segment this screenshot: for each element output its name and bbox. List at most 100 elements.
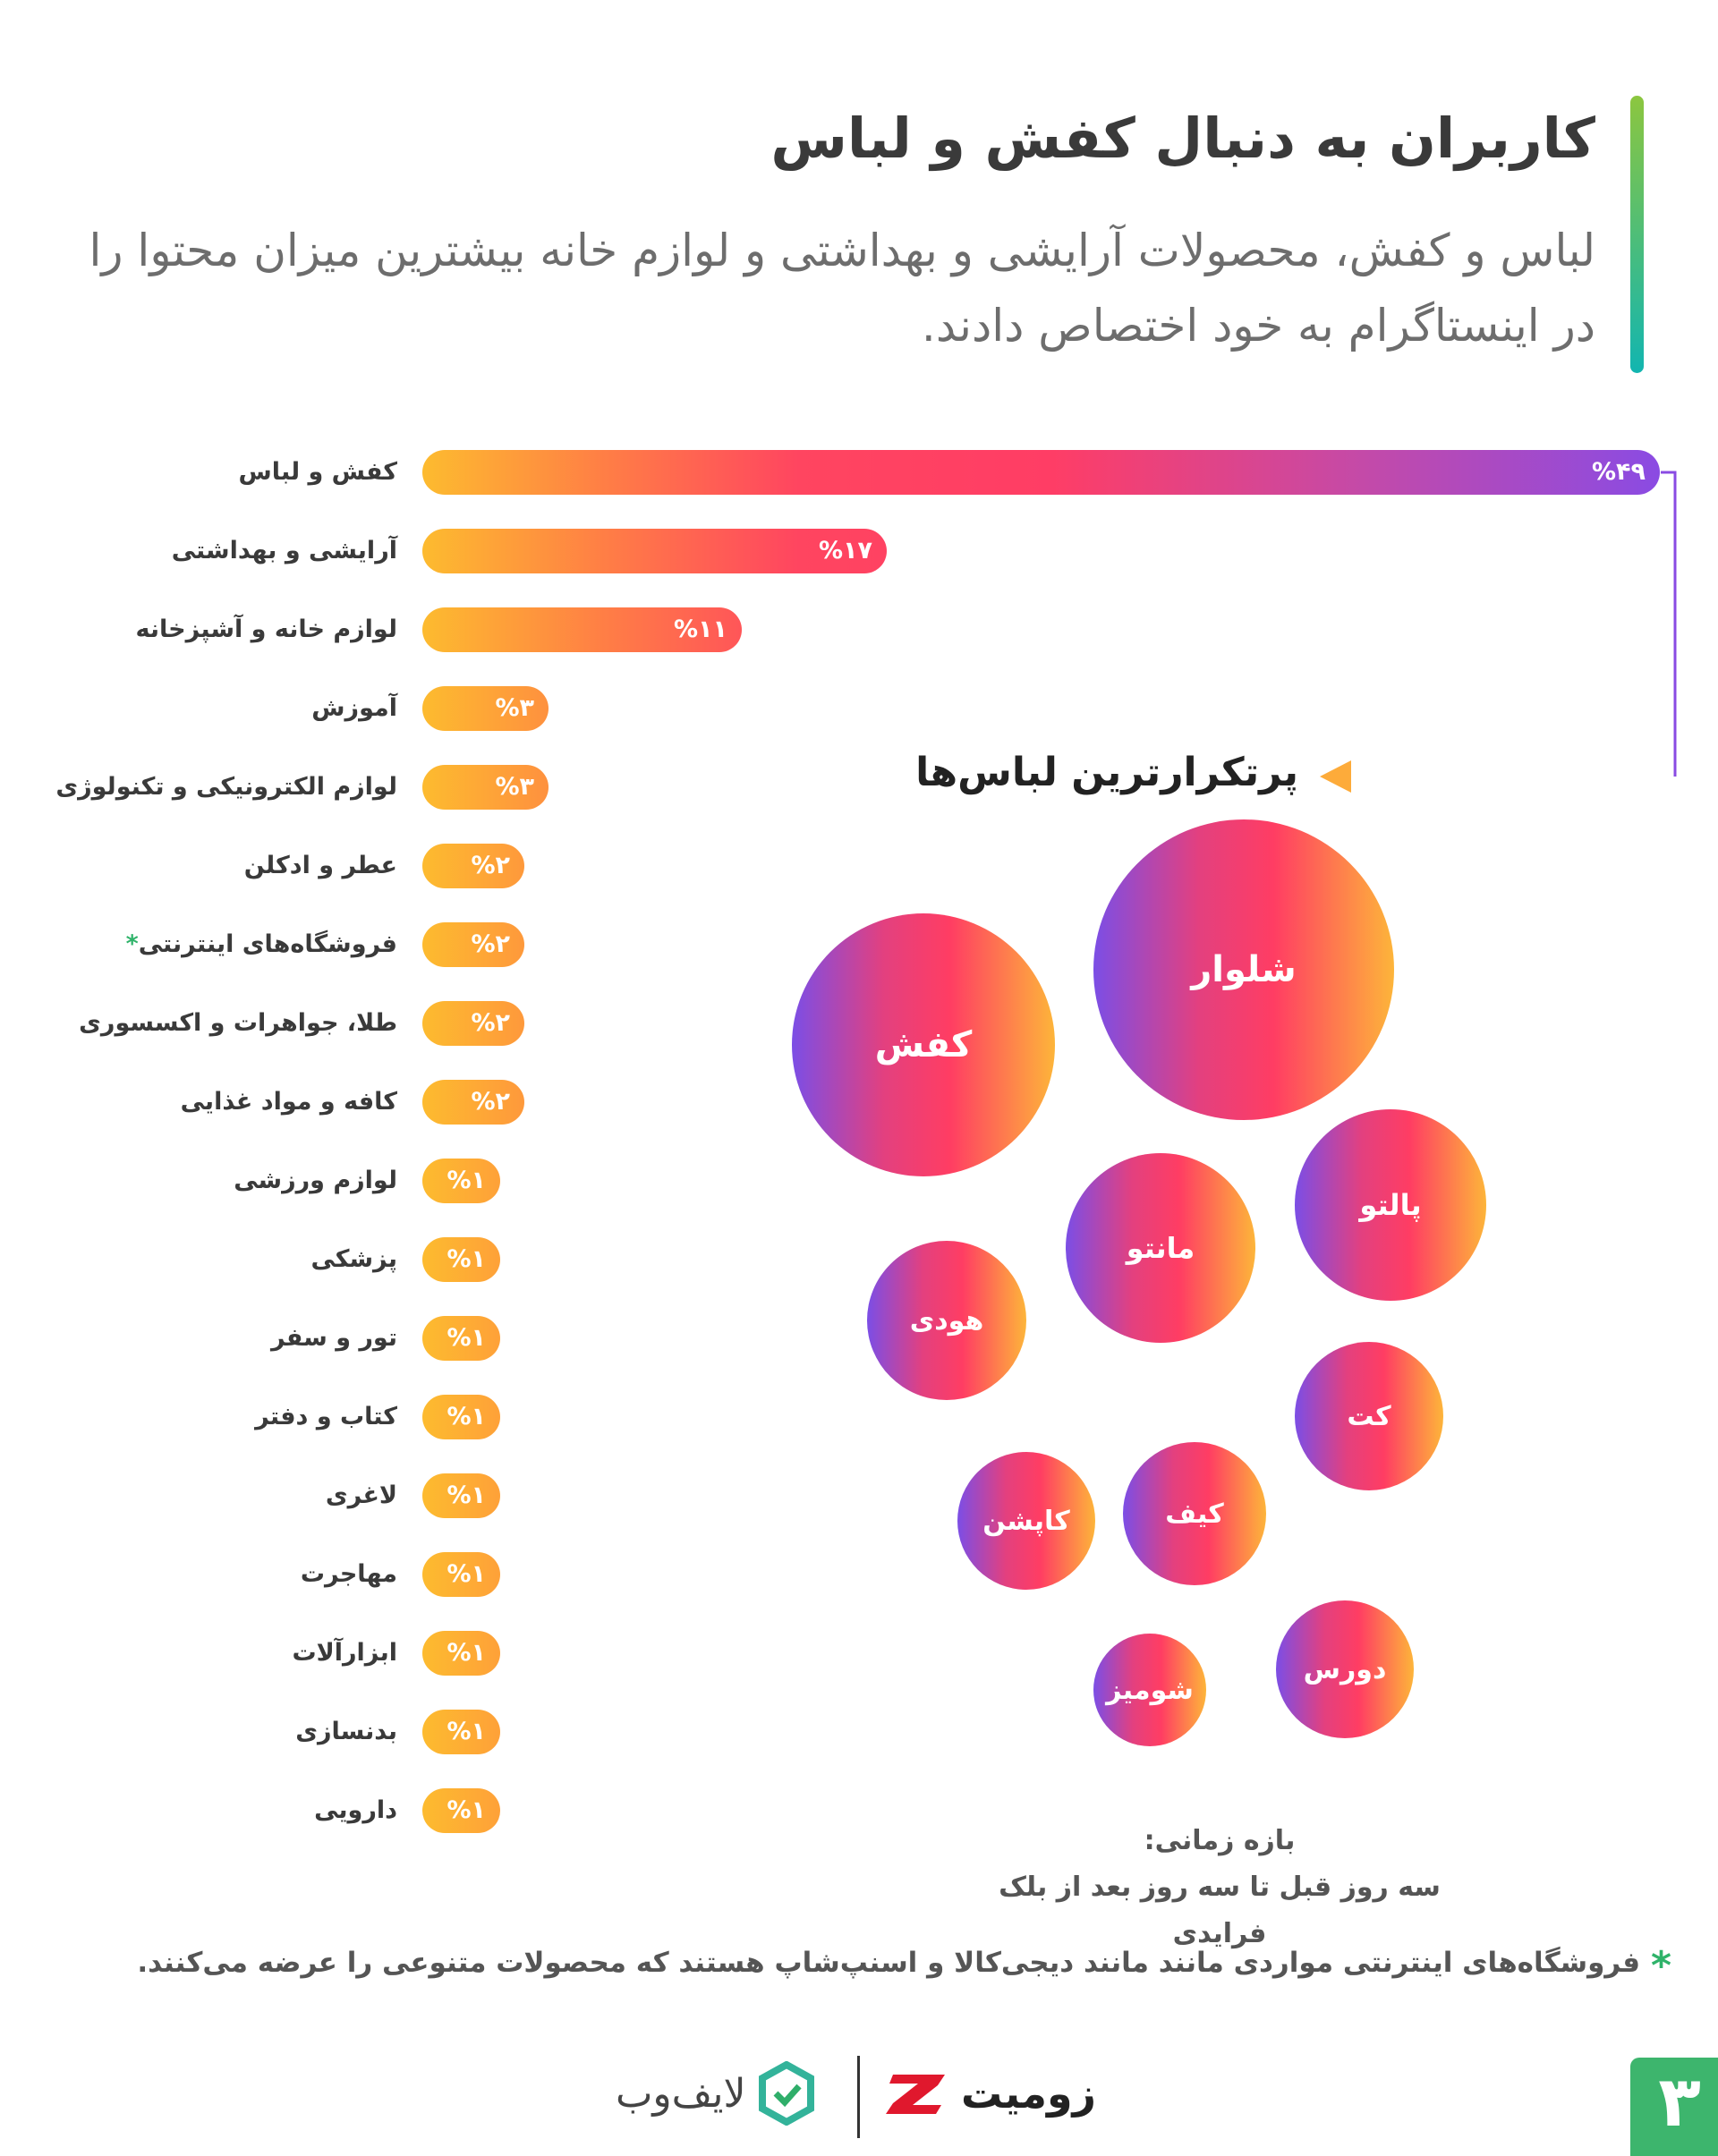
footnote: فروشگاه‌های اینترنتی مواردی مانند مانند … <box>137 1947 1640 1979</box>
bubble-label: کیف <box>1165 1498 1224 1530</box>
bar-label: کفش و لباس <box>238 458 397 486</box>
bar-value-label: %۲ <box>471 930 510 958</box>
bar: %۱ <box>422 1237 500 1282</box>
zoomit-logo-text: زومیت <box>961 2069 1097 2118</box>
bar-row: لوازم ورزشی %۱ <box>0 1159 1718 1203</box>
bar: %۱ <box>422 1710 500 1754</box>
bar: %۱ <box>422 1631 500 1676</box>
bar-value-label: %۱ <box>447 1481 486 1509</box>
bubble: کفش <box>792 913 1055 1176</box>
period-label: بازه زمانی: <box>1144 1825 1296 1856</box>
page-number: ۳ <box>1630 2058 1718 2156</box>
bar: %۱ <box>422 1473 500 1518</box>
bubble: هودی <box>867 1241 1026 1400</box>
bar-label: تور و سفر <box>271 1324 397 1352</box>
bar: %۱ <box>422 1159 500 1203</box>
bar-row: تور و سفر %۱ <box>0 1316 1718 1361</box>
bubble: دورس <box>1276 1600 1414 1738</box>
bar-value-label: %۱ <box>447 1403 486 1430</box>
bubble-label: شلوار <box>1191 949 1297 990</box>
bar-value-label: %۱ <box>447 1167 486 1194</box>
bar: %۱۱ <box>422 607 742 652</box>
bar-row: آرایشی و بهداشتی %۱۷ <box>0 529 1718 573</box>
bar-label: پزشکی <box>310 1245 397 1273</box>
bubble-label: کت <box>1347 1400 1391 1432</box>
period-value: سه روز قبل تا سه روز بعد از بلک فرایدی <box>999 1872 1441 1949</box>
lifeweb-hexagon-check-icon <box>758 2061 814 2126</box>
bubble: کیف <box>1123 1442 1266 1585</box>
bar-row: لوازم خانه و آشپزخانه %۱۱ <box>0 607 1718 652</box>
bar-row: کتاب و دفتر %۱ <box>0 1395 1718 1439</box>
bar-row: مهاجرت %۱ <box>0 1552 1718 1597</box>
bar-label: آموزش <box>311 694 397 722</box>
bar-value-label: %۱۱ <box>673 615 727 643</box>
bar-row: دارویی %۱ <box>0 1788 1718 1833</box>
bubble: شلوار <box>1093 819 1394 1120</box>
bar-label: طلا، جواهرات و اکسسوری <box>79 1009 397 1037</box>
bar-value-label: %۲ <box>471 1009 510 1037</box>
bar: %۱ <box>422 1788 500 1833</box>
logo-divider <box>857 2056 860 2138</box>
bar-value-label: %۲ <box>471 1088 510 1116</box>
bar-label: مهاجرت <box>300 1560 397 1588</box>
bar-row: کفش و لباس %۴۹ <box>0 450 1718 495</box>
bar-row: ابزارآلات %۱ <box>0 1631 1718 1676</box>
bubble-label: مانتو <box>1126 1231 1195 1265</box>
bar-value-label: %۱ <box>447 1560 486 1588</box>
bubble-chart-title: پرتکرارترین لباس‌ها <box>915 750 1298 795</box>
bubble: مانتو <box>1066 1153 1255 1343</box>
bar-label: فروشگاه‌های اینترنتی* <box>126 922 397 967</box>
bubble-label: کاپشن <box>982 1505 1070 1537</box>
bar: %۱ <box>422 1316 500 1361</box>
bar-row: آموزش %۳ <box>0 686 1718 731</box>
bubble: شومیز <box>1093 1634 1206 1746</box>
bar-value-label: %۲ <box>471 852 510 879</box>
bar: %۲ <box>422 922 524 967</box>
bar-label: بدنسازی <box>295 1718 397 1745</box>
bar-row: فروشگاه‌های اینترنتی* %۲ <box>0 922 1718 967</box>
bar-label: کتاب و دفتر <box>255 1403 397 1430</box>
bubble-label: شومیز <box>1106 1674 1194 1706</box>
bar: %۲ <box>422 1080 524 1125</box>
bubble: کاپشن <box>957 1452 1095 1590</box>
bar-label: لوازم خانه و آشپزخانه <box>135 615 397 643</box>
bar-value-label: %۳ <box>495 773 534 801</box>
bar: %۳ <box>422 686 549 731</box>
accent-bar <box>1630 96 1644 373</box>
bubble-label: هودی <box>909 1304 984 1337</box>
bar-row: طلا، جواهرات و اکسسوری %۲ <box>0 1001 1718 1046</box>
bar-label: دارویی <box>314 1796 397 1824</box>
bubble-label: کفش <box>874 1024 973 1065</box>
zoomit-z-icon <box>886 2075 945 2114</box>
bar-value-label: %۱ <box>447 1718 486 1745</box>
page-subtitle: لباس و کفش، محصولات آرایشی و بهداشتی و ل… <box>89 225 1596 352</box>
bubble-label: پالتو <box>1359 1188 1422 1222</box>
bar: %۱۷ <box>422 529 887 573</box>
bubble-label: دورس <box>1303 1653 1387 1685</box>
bar: %۲ <box>422 844 524 888</box>
bar-value-label: %۱ <box>447 1796 486 1824</box>
bar-value-label: %۳ <box>495 694 534 722</box>
bar-label-text: فروشگاه‌های اینترنتی <box>138 930 397 958</box>
bar-value-label: %۱ <box>447 1639 486 1667</box>
bar-row: لوازم الکترونیکی و تکنولوژی %۳ <box>0 765 1718 810</box>
bar-label: آرایشی و بهداشتی <box>171 537 397 564</box>
page-title: کاربران به دنبال کفش و لباس <box>770 106 1595 171</box>
bar-label: عطر و ادکلن <box>243 852 397 879</box>
bubble: کت <box>1295 1342 1443 1490</box>
bar: %۱ <box>422 1552 500 1597</box>
bar-label: ابزارآلات <box>292 1639 397 1667</box>
bar-label: لاغری <box>325 1481 397 1509</box>
bar-row: بدنسازی %۱ <box>0 1710 1718 1754</box>
bubble: پالتو <box>1295 1109 1486 1301</box>
zoomit-logo: زومیت <box>886 2058 1096 2129</box>
bar: %۲ <box>422 1001 524 1046</box>
bar: %۴۹ <box>422 450 1660 495</box>
bar-row: لاغری %۱ <box>0 1473 1718 1518</box>
bar-label: لوازم ورزشی <box>234 1167 397 1194</box>
lifeweb-logo: لایف‌وب <box>616 2058 814 2129</box>
bar-label: کافه و مواد غذایی <box>180 1088 397 1116</box>
bar-value-label: %۴۹ <box>1591 458 1646 486</box>
footnote-marker: * <box>1651 1943 1672 1989</box>
asterisk-icon: * <box>125 930 139 958</box>
